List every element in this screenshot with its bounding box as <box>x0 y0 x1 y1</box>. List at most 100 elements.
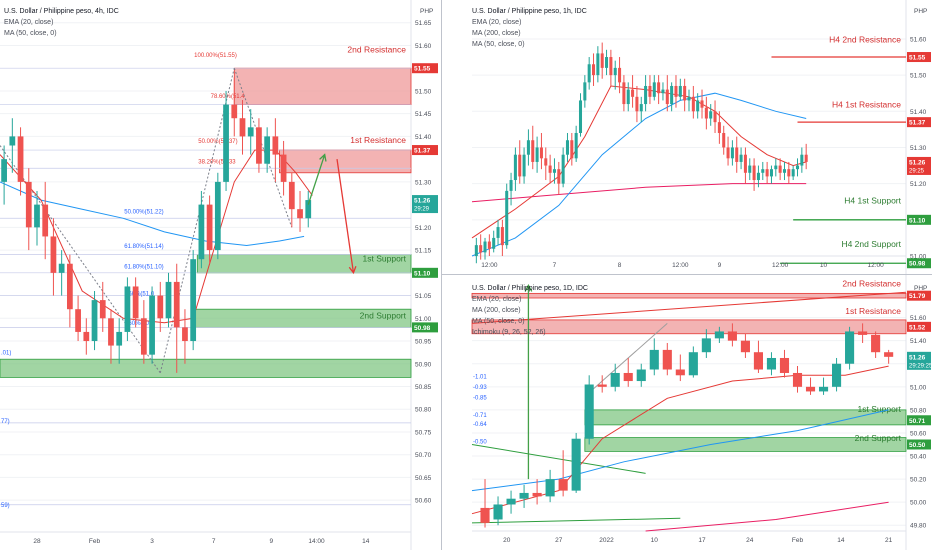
chart-1d-title: U.S. Dollar / Philippine peso, 1D, IDC <box>472 285 588 292</box>
chart-1h-candle-body <box>795 165 800 170</box>
chart-1h-candle-body <box>509 180 513 191</box>
chart-4h-candle-body <box>132 286 139 319</box>
chart-4h-candle-body <box>50 236 57 273</box>
chart-1h-candle-body <box>531 140 535 162</box>
chart-1d-candle-body <box>558 479 568 491</box>
chart-4h-ma50-line <box>0 181 305 247</box>
chart-1h-candle-body <box>548 165 552 173</box>
chart-1d-candle-body <box>792 372 803 387</box>
chart-1h-price-badge <box>907 258 931 269</box>
chart-4h-candle-body <box>239 118 246 137</box>
chart-4h-candle-body <box>280 154 287 182</box>
chart-1d-indicator-ma200: MA (200, close) <box>472 307 521 314</box>
chart-1h-candle-body <box>687 96 691 101</box>
chart-1h-candle-body <box>761 169 765 173</box>
chart-1h-candle-body <box>691 96 695 112</box>
chart-4h-zone-label: 1st Resistance <box>350 135 406 145</box>
chart-4h: 2nd Resistance 1st Resistance 1st Support 2… <box>0 0 438 550</box>
chart-1h-candle-body <box>518 154 522 177</box>
chart-1d-price-tick: 51.60 <box>910 315 927 322</box>
chart-1h-time-tick: 12:00 <box>772 262 789 269</box>
chart-4h-price-tick: 51.65 <box>415 20 432 27</box>
chart-1d-ma50-line <box>471 409 889 492</box>
chart-1d-trendline <box>471 517 681 524</box>
chart-1h-candle-body <box>513 154 517 181</box>
chart-1d-time-tick: 14 <box>837 537 845 544</box>
chart-1h-candle-body <box>730 147 734 159</box>
chart-1h-candle-body <box>782 169 786 173</box>
chart-4h-price-badge <box>412 195 438 214</box>
chart-1h-candle-body <box>665 89 669 105</box>
chart-1d-candle-body <box>714 331 724 339</box>
chart-1h-candle-body <box>752 165 756 181</box>
chart-4h-candle-body <box>256 127 262 164</box>
chart-1h-candle-body <box>765 169 769 177</box>
chart-4h-candle-body <box>198 204 205 260</box>
chart-4h-candle-body <box>182 327 188 342</box>
chart-4h-candle-body <box>17 136 24 182</box>
chart-4h-fib-label: 60%(51.0 <box>128 292 154 298</box>
chart-1d-plot: 2nd Resistance 1st Resistance 1st Support 2… <box>471 275 907 550</box>
chart-4h-price-tick: 51.50 <box>415 88 432 95</box>
chart-1h-price-tick: 51.30 <box>910 145 927 152</box>
chart-1h-candle-body <box>544 158 548 166</box>
chart-1h-time-tick: 12:00 <box>672 262 689 269</box>
chart-1h-price-badge-label: 51.26 <box>909 159 926 166</box>
chart-1d-price-badge-label: 51.52 <box>909 324 926 331</box>
chart-1h-time-tick: 10 <box>820 262 828 269</box>
chart-4h-fib-label: 78.60%(51.4 <box>211 94 246 100</box>
chart-4h-candle-body <box>190 259 197 342</box>
chart-4h-candle-body <box>75 309 81 332</box>
chart-1h-candle-body <box>483 241 487 253</box>
chart-4h-trendline <box>233 68 293 228</box>
chart-1h-price-tick: 51.40 <box>910 109 927 116</box>
chart-1d-candle-body <box>480 507 490 523</box>
chart-1d-candle-body <box>753 352 763 370</box>
chart-1d-candle-body <box>832 363 842 387</box>
chart-1d-price-tick: 50.80 <box>910 407 927 414</box>
chart-4h-fib-label: 59) <box>1 503 10 509</box>
chart-4h-price-tick: 50.65 <box>415 475 432 482</box>
chart-1d-price-badge-label: 51.26 <box>909 354 926 361</box>
chart-4h-candle-body <box>206 204 213 251</box>
chart-1d-candle-body <box>740 340 750 353</box>
chart-1h-candle-body <box>618 67 622 83</box>
chart-1h-candle-body <box>600 53 604 68</box>
chart-1h-level-label: H4 1st Resistance <box>832 100 901 110</box>
chart-4h-zone-res <box>279 149 412 174</box>
chart-1d-price-tick: 49.80 <box>910 523 927 530</box>
chart-1h-candle-body <box>670 85 674 105</box>
chart-4h-trendline <box>159 68 235 373</box>
chart-4h-candle-body <box>140 318 147 355</box>
chart-4h-price-badge-label: 50.98 <box>414 325 431 332</box>
chart-1h-ma200-line <box>471 183 807 203</box>
chart-4h-candle-body <box>42 204 49 237</box>
chart-1d-candle-body <box>871 334 881 353</box>
chart-1h-level-label: H4 1st Support <box>844 196 901 206</box>
chart-4h-zone-label: 2nd Resistance <box>347 44 406 54</box>
chart-1d-zone-label: 1st Resistance <box>845 306 901 316</box>
chart-1h-candle-body <box>800 154 804 166</box>
chart-1h-price-tick: 51.00 <box>910 254 927 261</box>
chart-1h-candle-body <box>561 154 565 184</box>
chart-1d-indicator-ema: EMA (20, close) <box>472 296 521 303</box>
chart-1d-price-badge <box>907 321 931 332</box>
chart-4h-zone-res <box>233 67 412 105</box>
chart-4h-candle-body <box>231 104 238 119</box>
chart-1h-title: U.S. Dollar / Philippine peso, 1h, IDC <box>472 8 587 15</box>
chart-4h-candle-body <box>116 331 123 346</box>
chart-1d-candle-body <box>519 492 529 499</box>
chart-1h-candle-body <box>583 82 587 101</box>
chart-1h-candle-body <box>552 169 556 173</box>
chart-1h-candle-body <box>613 67 617 76</box>
chart-1d-candle-body <box>545 479 555 497</box>
panel-divider-vertical <box>441 0 442 550</box>
chart-1d-candle-body <box>623 372 633 382</box>
chart-1d-zone-label: 2nd Support <box>855 433 902 443</box>
chart-1d-arrow-head <box>524 283 533 292</box>
chart-1d-fib-label: -0.71 <box>473 413 487 419</box>
chart-1d-price-badge <box>907 351 931 370</box>
chart-1h-candle-body <box>713 111 717 123</box>
chart-1h-candle-body <box>622 82 626 105</box>
chart-1h-time-tick: 12:00 <box>481 262 498 269</box>
